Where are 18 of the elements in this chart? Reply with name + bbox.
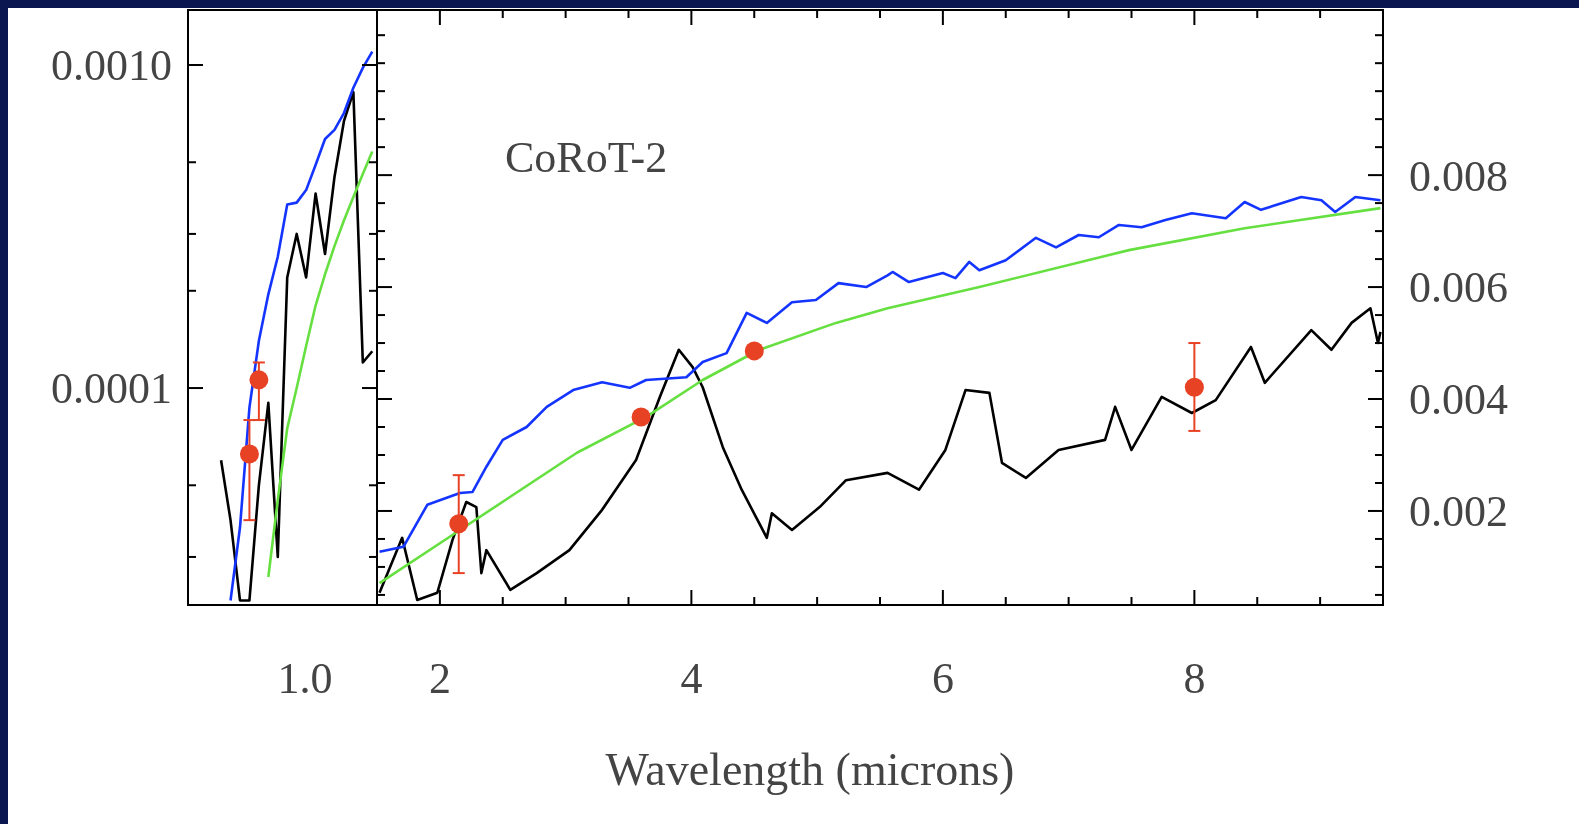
- line-series: [267, 150, 374, 579]
- y2-tick-label: 0.002: [1409, 487, 1508, 537]
- y2-tick-label: 0.004: [1409, 375, 1508, 425]
- annotation: CoRoT-2: [505, 133, 668, 182]
- y2-tick-label: 0.008: [1409, 151, 1508, 201]
- point: [1184, 377, 1204, 397]
- y-tick-label: 0.0010: [51, 41, 172, 91]
- x-tick-label: 2: [428, 654, 451, 703]
- x-axis-title: Wavelength (microns): [605, 744, 1015, 795]
- point: [449, 514, 469, 534]
- point: [631, 407, 651, 427]
- x-tick-label: 6: [931, 654, 954, 703]
- text: 1.0: [277, 654, 333, 703]
- x-tick-label: 8: [1183, 654, 1206, 703]
- point: [744, 341, 764, 361]
- y2-tick-label: 0.006: [1409, 263, 1508, 313]
- y-tick-label: 0.0001: [51, 364, 172, 414]
- x-tick-label: 4: [680, 654, 703, 703]
